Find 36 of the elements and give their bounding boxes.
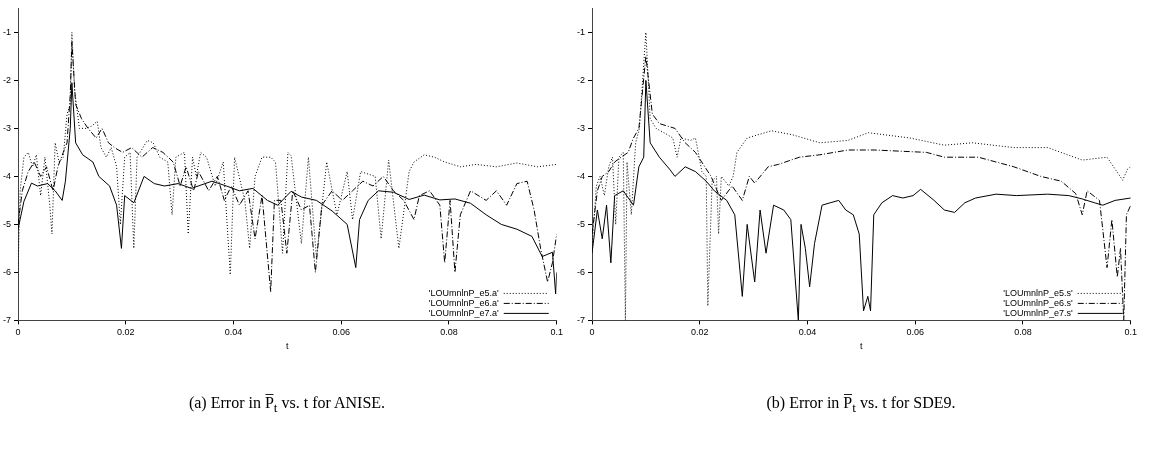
x-tick-label: 0 [589, 327, 595, 338]
legend-label: 'LOUmnlnP_e5.a' [428, 287, 500, 298]
y-tick-label: -2 [2, 74, 11, 85]
text: (a) Error in P̅$_{t}$ vs. t for ANISE. [187, 394, 387, 417]
legend-label: 'LOUmnlnP_e6.a' [428, 297, 500, 308]
x-tick-label: 0.06 [906, 327, 925, 338]
y-tick-label: -3 [2, 122, 11, 133]
y-tick-label: -7 [576, 314, 585, 325]
y-tick-label: -3 [576, 122, 585, 133]
y-tick-label: -6 [2, 266, 11, 277]
legend-label: 'LOUmnlnP_e6.s' [1003, 297, 1074, 308]
x-tick-label: 0.1 [1124, 327, 1137, 338]
y-tick-label: -1 [2, 26, 11, 37]
legend-label: 'LOUmnlnP_e5.s' [1003, 287, 1074, 298]
y-tick-label: -5 [576, 218, 585, 229]
text: (b) Error in P̅$_{t}$ vs. t for SDE9. [765, 394, 957, 417]
x-tick-label: 0.06 [332, 327, 351, 338]
x-axis-title: t [860, 341, 864, 352]
x-tick-label: 0.04 [224, 327, 243, 338]
y-tick-label: -4 [2, 170, 11, 181]
x-tick-label: 0 [15, 327, 21, 338]
x-tick-label: 0.02 [116, 327, 135, 338]
x-tick-label: 0.1 [550, 327, 563, 338]
x-tick-label: 0.08 [440, 327, 458, 338]
legend-label: 'LOUmnlnP_e7.a' [428, 307, 500, 318]
x-axis-title: t [286, 341, 290, 352]
y-tick-label: -4 [576, 170, 585, 181]
legend-label: 'LOUmnlnP_e7.s' [1003, 307, 1074, 318]
y-tick-label: -6 [576, 266, 585, 277]
y-tick-label: -7 [2, 314, 11, 325]
x-tick-label: 0.02 [690, 327, 709, 338]
y-tick-label: -5 [2, 218, 11, 229]
x-tick-label: 0.08 [1014, 327, 1032, 338]
x-tick-label: 0.04 [798, 327, 817, 338]
y-tick-label: -1 [576, 26, 585, 37]
y-tick-label: -2 [576, 74, 585, 85]
